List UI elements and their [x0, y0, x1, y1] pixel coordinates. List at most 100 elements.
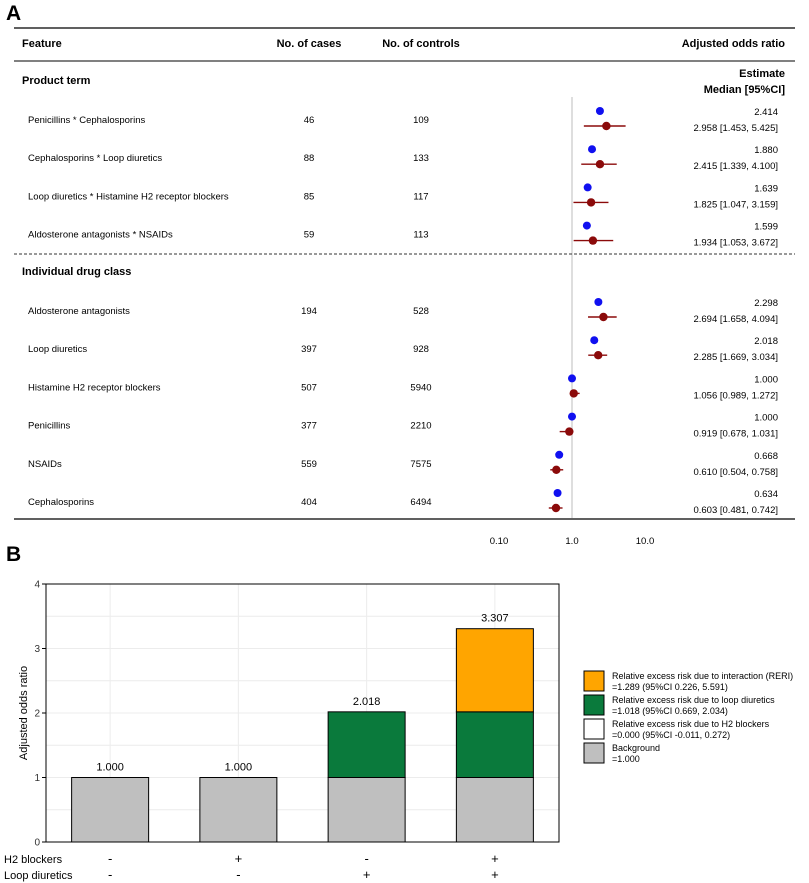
- y-tick-label: 1: [34, 773, 40, 784]
- bar-segment: [327, 777, 406, 843]
- bar-segment: [327, 711, 406, 779]
- cases-value: 404: [301, 497, 317, 508]
- cases-value: 507: [301, 382, 317, 393]
- estimate-point: [553, 489, 562, 497]
- forest-plot-panel: A Feature No. of cases No. of controls Adjus…: [6, 2, 795, 545]
- controls-value: 133: [413, 153, 429, 164]
- panel-label-a: A: [6, 2, 21, 25]
- bar-total-label: 2.018: [353, 696, 381, 708]
- legend-swatch: [583, 670, 605, 692]
- legend-text: Relative excess risk due to interaction …: [612, 671, 793, 681]
- table-row: Loop diuretics 397 928 2.018 2.285 [1.669, 3…: [28, 336, 778, 363]
- median-ci-value: 0.603 [0.481, 0.742]: [693, 505, 778, 516]
- y-tick-label: 0: [34, 838, 40, 849]
- table-row: Loop diuretics * Histamine H2 receptor b…: [28, 183, 778, 210]
- h2-sign: -: [364, 851, 368, 866]
- x-tick-label: 0.10: [490, 536, 509, 545]
- median-point: [593, 351, 603, 360]
- median-ci-value: 0.919 [0.678, 1.031]: [693, 429, 778, 440]
- cases-value: 559: [301, 459, 317, 470]
- table-row: Aldosterone antagonists * NSAIDs 59 113 1.5…: [28, 221, 778, 249]
- median-ci-value: 1.825 [1.047, 3.159]: [693, 199, 778, 210]
- controls-value: 6494: [410, 497, 431, 508]
- median-ci-value: 0.610 [0.504, 0.758]: [693, 467, 778, 478]
- feature-label: Penicillins * Cephalosporins: [28, 115, 145, 126]
- legend-text: =0.000 (95%CI -0.011, 0.272): [612, 730, 730, 740]
- table-row: Penicillins 377 2210 1.000 0.919 [0.678, 1.0…: [28, 412, 778, 440]
- legend-entry: Relative excess risk due to interaction …: [583, 670, 793, 692]
- legend-text: Relative excess risk due to loop diureti…: [612, 695, 775, 705]
- feature-label: Loop diuretics: [28, 344, 87, 355]
- panel-label-b: B: [6, 543, 21, 566]
- feature-label: Cephalosporins: [28, 497, 94, 508]
- feature-label: Penicillins: [28, 421, 70, 432]
- cases-value: 59: [304, 230, 315, 241]
- estimate-value: 2.018: [754, 336, 778, 347]
- legend-swatch: [583, 718, 605, 740]
- cases-value: 85: [304, 191, 315, 202]
- median-point: [595, 160, 605, 169]
- loop-row-label: Loop diuretics: [4, 870, 73, 882]
- table-row: Cephalosporins 404 6494 0.634 0.603 [0.481, …: [28, 489, 778, 516]
- legend-text: Background: [612, 743, 660, 753]
- controls-value: 109: [413, 115, 429, 126]
- median-point: [586, 198, 596, 207]
- median-ci-value: 2.694 [1.658, 4.094]: [693, 314, 778, 325]
- y-tick-label: 3: [34, 644, 40, 655]
- median-point: [551, 503, 561, 513]
- h2-sign: +: [235, 851, 243, 866]
- controls-value: 528: [413, 306, 429, 317]
- table-row: Penicillins * Cephalosporins 46 109 2.414 2.…: [28, 107, 778, 134]
- legend-swatch: [583, 742, 605, 764]
- estimate-value: 0.634: [754, 489, 778, 500]
- legend-swatch: [583, 694, 605, 716]
- feature-label: Histamine H2 receptor blockers: [28, 382, 161, 393]
- table-row: Aldosterone antagonists 194 528 2.298 2.694 …: [28, 298, 778, 325]
- median-point: [588, 236, 598, 245]
- legend-text: =1.289 (95%CI 0.226, 5.591): [612, 682, 728, 692]
- table-row: Histamine H2 receptor blockers 507 5940 1.0…: [28, 374, 778, 401]
- estimate-header-line1: Estimate: [739, 68, 785, 80]
- estimate-point: [555, 450, 564, 459]
- median-ci-value: 2.958 [1.453, 5.425]: [693, 123, 778, 134]
- feature-label: Aldosterone antagonists: [28, 306, 130, 317]
- median-point: [602, 121, 611, 131]
- estimate-point: [590, 336, 599, 345]
- loop-sign: -: [236, 867, 240, 882]
- cases-value: 397: [301, 344, 317, 355]
- estimate-point: [582, 221, 591, 230]
- x-tick-label: 1.0: [565, 536, 578, 545]
- median-ci-value: 2.415 [1.339, 4.100]: [693, 161, 778, 172]
- y-tick-label: 4: [34, 580, 40, 591]
- cases-value: 46: [304, 115, 315, 126]
- estimate-value: 0.668: [754, 451, 778, 462]
- estimate-value: 1.880: [754, 145, 778, 156]
- column-header-cases: No. of cases: [277, 38, 342, 50]
- feature-label: Aldosterone antagonists * NSAIDs: [28, 230, 173, 241]
- h2-sign: -: [108, 851, 112, 866]
- bar-segment: [455, 711, 534, 779]
- estimate-value: 1.599: [754, 222, 778, 233]
- median-ci-value: 1.934 [1.053, 3.672]: [693, 238, 778, 249]
- controls-value: 2210: [410, 421, 431, 432]
- loop-sign: +: [491, 867, 499, 882]
- legend-entry: Background=1.000: [583, 742, 660, 764]
- median-point: [565, 427, 574, 436]
- stacked-bar-panel: B 0 1 2 3 4 Adjusted odds ratio 1.000 1.000 2.018…: [4, 543, 793, 882]
- cases-value: 194: [301, 306, 317, 317]
- estimate-value: 2.298: [754, 298, 778, 309]
- loop-sign: +: [363, 867, 371, 882]
- controls-value: 117: [413, 191, 428, 202]
- median-ci-value: 2.285 [1.669, 3.034]: [693, 352, 778, 363]
- controls-value: 5940: [410, 382, 431, 393]
- section-title: Product term: [22, 75, 91, 87]
- controls-value: 113: [413, 230, 428, 241]
- estimate-value: 2.414: [754, 107, 778, 118]
- bar-segment: [455, 628, 534, 713]
- table-row: Cephalosporins * Loop diuretics 88 133 1.88…: [28, 145, 778, 172]
- estimate-point: [595, 107, 604, 115]
- bar-segment: [71, 777, 150, 843]
- estimate-point: [583, 183, 592, 192]
- feature-label: Cephalosporins * Loop diuretics: [28, 153, 162, 164]
- median-point: [569, 389, 578, 398]
